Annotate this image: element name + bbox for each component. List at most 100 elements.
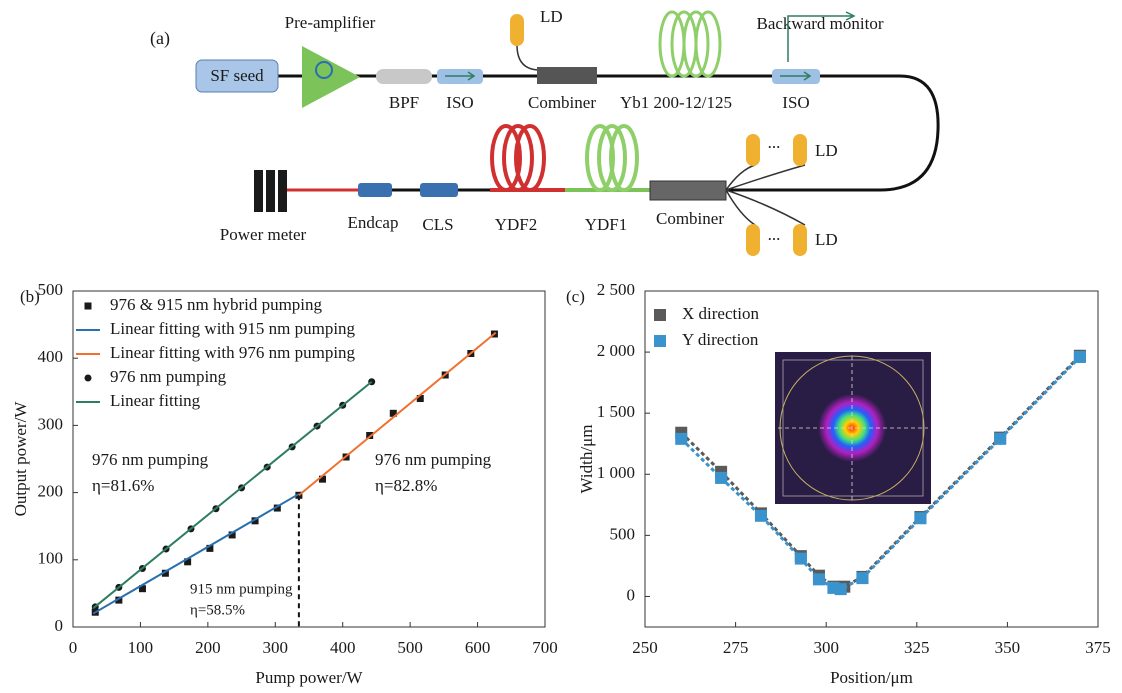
label: CLS — [422, 215, 453, 234]
point — [715, 471, 728, 484]
y-tick-label: 0 — [55, 616, 64, 635]
y-axis-title: Output power/W — [11, 401, 30, 517]
legend-label: Y direction — [682, 330, 759, 349]
gain-fiber-coil — [658, 10, 722, 78]
x-tick-label: 400 — [330, 638, 356, 657]
label: ISO — [446, 93, 473, 112]
point — [994, 432, 1007, 445]
y-tick-label: 500 — [610, 524, 636, 543]
annotation: η=58.5% — [190, 602, 245, 618]
x-tick-label: 700 — [532, 638, 558, 657]
annotation: 915 nm pumping — [190, 581, 293, 597]
point — [1073, 350, 1086, 363]
inset-frame — [782, 359, 924, 497]
x-tick-label: 250 — [632, 638, 658, 657]
y-tick-label: 300 — [38, 414, 64, 433]
legend-label: 976 nm pumping — [110, 367, 227, 386]
cls — [420, 183, 458, 197]
point — [754, 509, 767, 522]
fiber — [278, 74, 940, 192]
label: LD — [815, 141, 838, 160]
point — [251, 517, 259, 525]
plot-frame — [72, 290, 546, 628]
series-line — [680, 354, 1081, 589]
x-tick-label: 200 — [195, 638, 221, 657]
label: Backward monitor — [757, 14, 884, 33]
point — [273, 504, 281, 512]
laser-diode — [746, 134, 760, 166]
legend-label: X direction — [682, 304, 759, 323]
legend-label: Linear fitting with 976 nm pumping — [110, 343, 356, 362]
point — [794, 552, 807, 565]
point — [812, 573, 825, 586]
point — [416, 395, 424, 403]
arrow — [780, 71, 812, 81]
point — [389, 409, 397, 417]
label: LD — [815, 230, 838, 249]
wire — [516, 44, 541, 71]
bpf — [376, 69, 432, 84]
point — [228, 531, 236, 539]
label: Endcap — [348, 213, 399, 232]
laser-diode — [746, 224, 760, 256]
panel-label: (b) — [20, 287, 40, 306]
label: Power meter — [220, 225, 307, 244]
x-tick-label: 100 — [128, 638, 154, 657]
x-axis-title: Pump power/W — [255, 668, 363, 687]
point — [675, 432, 688, 445]
label: Combiner — [656, 209, 724, 228]
x-tick-label: 300 — [263, 638, 289, 657]
seed-box — [195, 59, 279, 93]
series-line — [92, 380, 373, 609]
y-tick-label: 2 500 — [597, 280, 635, 299]
annotation: η=82.8% — [375, 476, 437, 495]
label: YDF1 — [585, 215, 628, 234]
annotation: 976 nm pumping — [92, 450, 209, 469]
y-tick-label: 2 000 — [597, 341, 635, 360]
combiner — [537, 67, 597, 84]
label: Combiner — [528, 93, 596, 112]
gain-fiber-coil — [490, 124, 546, 192]
endcap — [358, 183, 392, 197]
label: BPF — [389, 93, 419, 112]
wire — [725, 164, 806, 226]
label: ... — [768, 133, 781, 152]
laser-diode — [793, 224, 807, 256]
amplifier — [302, 46, 360, 108]
series-line — [298, 331, 497, 497]
coil — [315, 61, 333, 79]
x-tick-label: 300 — [813, 638, 839, 657]
label: ISO — [782, 93, 809, 112]
y-tick-label: 1 500 — [597, 402, 635, 421]
x-tick-label: 325 — [904, 638, 930, 657]
arrow — [445, 71, 476, 81]
label: Pre-amplifier — [285, 13, 376, 32]
x-tick-label: 375 — [1085, 638, 1111, 657]
point — [206, 544, 214, 552]
y-tick-label: 1 000 — [597, 463, 635, 482]
y-tick-label: 100 — [38, 549, 64, 568]
label: SF seed — [210, 66, 264, 85]
legend-marker — [84, 302, 92, 310]
point — [834, 583, 847, 596]
annotation: η=81.6% — [92, 476, 154, 495]
point — [318, 475, 326, 483]
point — [138, 585, 146, 593]
beam-profile-inset — [775, 352, 931, 504]
x-tick-label: 600 — [465, 638, 491, 657]
x-axis-title: Position/μm — [830, 668, 913, 687]
gain-fiber-coil — [585, 124, 639, 192]
point — [366, 431, 374, 439]
y-tick-label: 400 — [38, 347, 64, 366]
y-tick-label: 500 — [38, 280, 64, 299]
crosshair — [778, 356, 928, 500]
plot-frame — [644, 290, 1099, 628]
arrow — [787, 11, 856, 62]
point — [184, 558, 192, 566]
setup-diagram: (a) SF seed Pre-amplifier BPF ISO LD Com… — [150, 7, 940, 256]
series-line — [92, 493, 300, 615]
point — [914, 512, 927, 525]
label: LD — [540, 7, 563, 26]
point — [856, 572, 869, 585]
